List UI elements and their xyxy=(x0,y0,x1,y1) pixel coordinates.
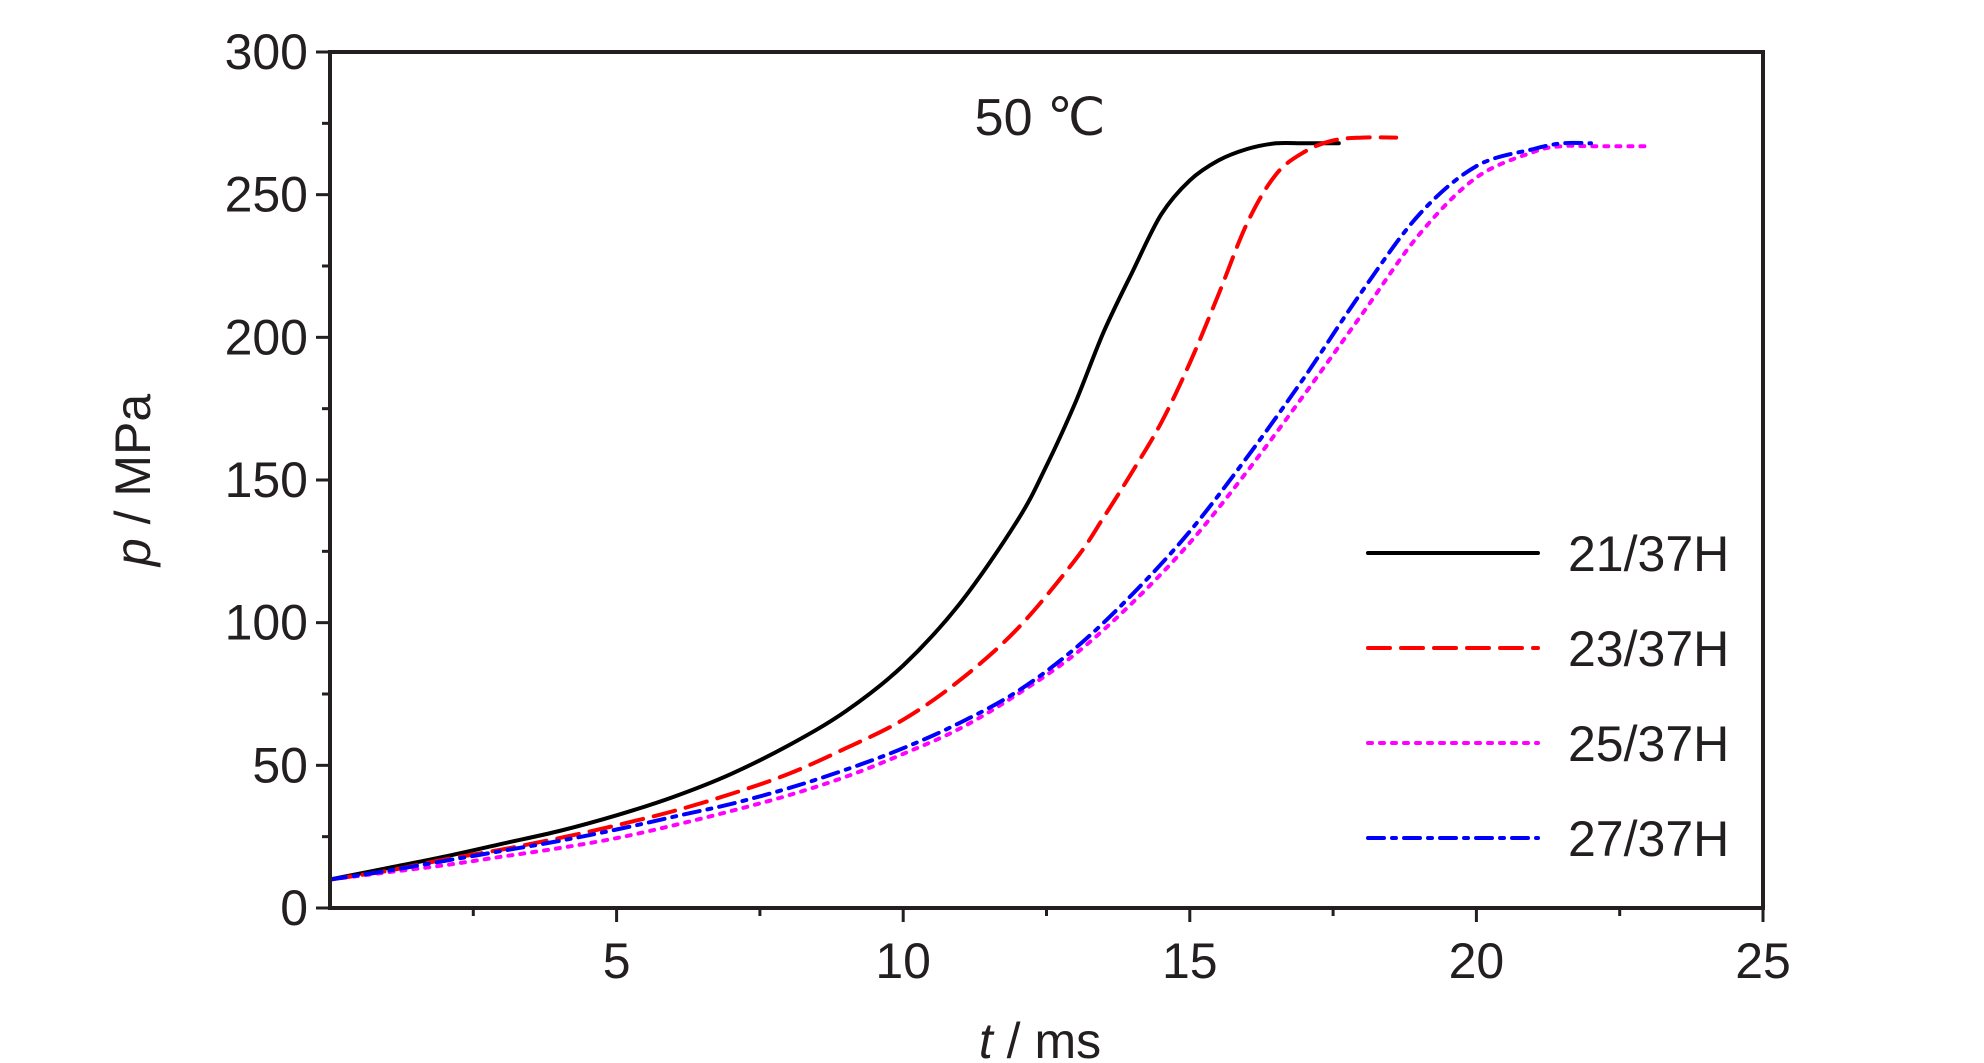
legend-label: 25/37H xyxy=(1568,716,1729,772)
legend-label: 23/37H xyxy=(1568,621,1729,677)
y-axis-symbol: p xyxy=(105,538,161,568)
y-tick-label: 200 xyxy=(225,309,308,365)
plot-area xyxy=(328,135,1651,882)
y-axis-unit: / MPa xyxy=(105,394,161,539)
x-tick-label: 5 xyxy=(603,933,631,989)
y-tick-label: 100 xyxy=(225,595,308,651)
series-line-4 xyxy=(328,140,1593,882)
series-line-3 xyxy=(328,143,1651,882)
y-tick-label: 150 xyxy=(225,452,308,508)
temperature-annotation: 50 ℃ xyxy=(975,89,1106,147)
series-line-2 xyxy=(328,135,1399,882)
y-axis-title: p / MPa xyxy=(105,394,161,568)
y-tick-label: 0 xyxy=(280,880,308,936)
legend: 21/37H 23/37H 25/37H 27/37H xyxy=(1366,526,1729,867)
y-tick-label: 300 xyxy=(225,24,308,80)
x-tick-label: 10 xyxy=(875,933,931,989)
x-tick-label: 20 xyxy=(1449,933,1505,989)
y-tick-label: 50 xyxy=(252,737,308,793)
x-tick-label: 15 xyxy=(1162,933,1218,989)
x-tick-label: 25 xyxy=(1735,933,1791,989)
legend-label: 21/37H xyxy=(1568,526,1729,582)
x-axis-title: t / ms xyxy=(979,1013,1101,1063)
legend-label: 27/37H xyxy=(1568,811,1729,867)
y-tick-label: 250 xyxy=(225,167,308,223)
series-line-1 xyxy=(328,140,1341,882)
plot-frame xyxy=(328,50,1765,910)
x-axis-unit: / ms xyxy=(993,1013,1101,1063)
x-axis-symbol: t xyxy=(979,1013,995,1063)
